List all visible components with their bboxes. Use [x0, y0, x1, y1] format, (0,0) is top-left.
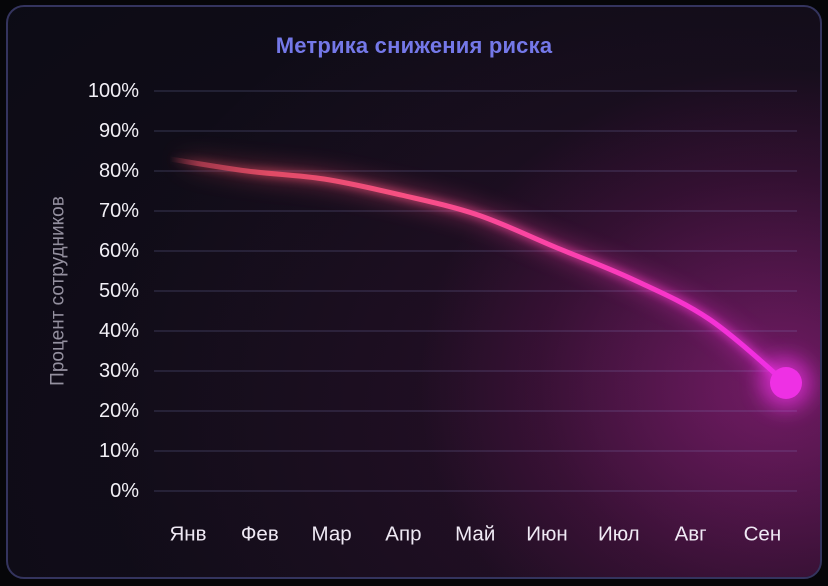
end-point-dot: [770, 367, 802, 399]
x-tick-label: Янв: [169, 523, 206, 546]
x-tick-label: Мар: [312, 523, 352, 546]
x-tick-label: Авг: [675, 523, 707, 546]
risk-reduction-line-chart: 0% 10% 20% 30% 40% 50% 60% 70% 80% 90% 100% Янв Фев М…: [48, 80, 812, 546]
y-tick-label: 10%: [99, 440, 139, 462]
y-tick-label: 20%: [99, 400, 139, 422]
y-tick-label: 60%: [99, 240, 139, 262]
y-tick-label: 80%: [99, 160, 139, 182]
line-glow-outer: [160, 149, 796, 393]
y-tick-label: 100%: [88, 80, 139, 102]
x-tick-label: Сен: [744, 523, 782, 546]
line-glow-inner: [165, 154, 791, 388]
y-tick-label: 70%: [99, 200, 139, 222]
chart-card: Метрика снижения риска 0% 10% 20% 30% 40% 50%…: [6, 5, 822, 579]
y-tick-label: 90%: [99, 120, 139, 142]
y-tick-label: 50%: [99, 280, 139, 302]
y-tick-label: 30%: [99, 360, 139, 382]
y-tick-label: 0%: [110, 480, 139, 502]
x-tick-label: Май: [455, 523, 495, 546]
y-axis-title: Процент сотрудников: [48, 196, 69, 386]
x-tick-label: Июн: [526, 523, 567, 546]
x-tick-label: Апр: [385, 523, 421, 546]
y-tick-label: 40%: [99, 320, 139, 342]
x-tick-label: Фев: [241, 523, 279, 546]
chart-title: Метрика снижения риска: [275, 33, 553, 58]
risk-trend-line: [167, 156, 789, 386]
x-tick-label: Июл: [598, 523, 640, 546]
